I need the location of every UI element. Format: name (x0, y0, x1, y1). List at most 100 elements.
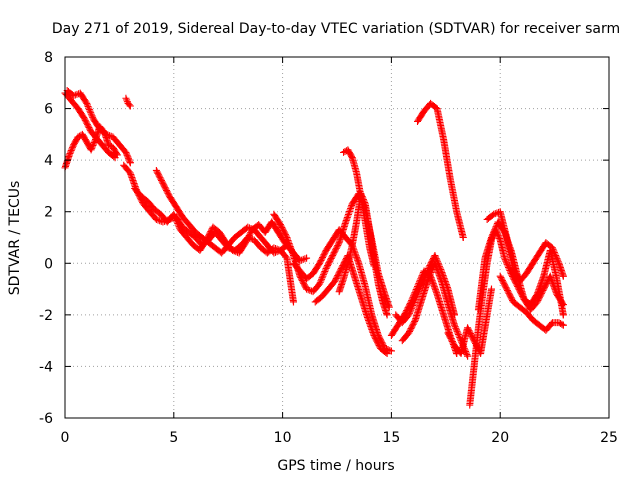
data-point (454, 330, 462, 338)
data-point (272, 248, 280, 256)
data-point (316, 278, 324, 286)
data-point (421, 272, 429, 280)
data-point (556, 319, 564, 327)
series-trace-o (392, 252, 459, 327)
data-point (122, 94, 130, 102)
data-point (550, 248, 558, 256)
data-point (296, 257, 304, 265)
y-tick-label: 2 (44, 205, 53, 221)
data-point (456, 334, 464, 342)
data-point (318, 275, 326, 283)
x-axis-label: GPS time / hours (277, 458, 394, 474)
series-trace-g (152, 166, 311, 265)
data-point (101, 129, 109, 137)
data-point (420, 274, 428, 282)
data-point (173, 218, 181, 226)
data-point (67, 148, 75, 156)
data-point (387, 347, 395, 355)
data-point (435, 262, 443, 270)
data-point (382, 349, 390, 357)
data-point (559, 311, 567, 319)
data-point (270, 249, 278, 257)
data-point (303, 254, 311, 262)
data-point (112, 150, 120, 158)
data-point (451, 321, 459, 329)
data-point (90, 140, 98, 148)
data-point (405, 311, 413, 319)
data-point (488, 232, 496, 240)
data-point (490, 227, 498, 235)
series-trace-u (496, 272, 567, 334)
x-tick-label: 25 (600, 430, 618, 446)
data-point (126, 102, 134, 110)
data-point (170, 212, 178, 220)
data-point (432, 253, 440, 261)
data-point (452, 324, 460, 332)
data-point (87, 146, 95, 154)
data-point (123, 151, 131, 159)
data-point (126, 157, 134, 165)
data-point (85, 104, 93, 112)
data-point (417, 281, 425, 289)
data-point (495, 233, 503, 241)
data-point (67, 147, 75, 155)
data-point (86, 107, 94, 115)
series-trace-c (63, 87, 134, 167)
data-point (301, 255, 309, 263)
data-point (298, 256, 306, 264)
data-point (464, 352, 472, 360)
data-point (409, 302, 417, 310)
data-point (125, 156, 133, 164)
data-point (501, 256, 509, 264)
data-point (175, 223, 183, 231)
data-point (559, 272, 567, 280)
y-tick-label: 0 (44, 256, 53, 272)
data-point (554, 258, 562, 266)
data-point (549, 245, 557, 253)
data-point (501, 254, 509, 262)
data-point (434, 259, 442, 267)
y-tick-label: 6 (44, 102, 53, 118)
data-point (282, 232, 290, 240)
series-trace-t (483, 208, 567, 285)
y-tick-label: -2 (39, 308, 53, 324)
series-trace-d (122, 94, 134, 110)
data-point (408, 303, 416, 311)
data-point (433, 256, 441, 264)
data-point (434, 258, 442, 266)
x-tick-label: 15 (382, 430, 400, 446)
plot-frame (64, 56, 610, 419)
data-point (407, 305, 415, 313)
data-point (454, 329, 462, 337)
data-point (411, 295, 419, 303)
data-point (451, 323, 459, 331)
data-point (370, 262, 378, 270)
data-point (126, 159, 134, 167)
chart-title: Day 271 of 2019, Sidereal Day-to-day VTE… (52, 21, 620, 37)
data-point (88, 143, 96, 151)
data-point (436, 264, 444, 272)
data-point (102, 130, 110, 138)
data-point (245, 224, 253, 232)
data-point (87, 110, 95, 118)
data-point (411, 317, 419, 325)
data-point (413, 291, 421, 299)
data-point (559, 321, 567, 329)
data-point (320, 271, 328, 279)
data-point (413, 292, 421, 300)
data-point (418, 280, 426, 288)
x-tick-label: 0 (61, 430, 70, 446)
data-point (424, 266, 432, 274)
data-point (552, 252, 560, 260)
data-point (91, 137, 99, 145)
data-point (247, 224, 255, 232)
data-point (230, 247, 238, 255)
data-point (106, 132, 114, 140)
data-point (463, 351, 471, 359)
data-point (415, 286, 423, 294)
data-point (275, 247, 283, 255)
y-tick-label: -6 (39, 411, 53, 427)
tick-layer: 0 5 10 15 20 25 -6 -4 -2 0 2 4 6 8 (39, 50, 618, 446)
data-point (417, 283, 425, 291)
data-point (423, 268, 431, 276)
